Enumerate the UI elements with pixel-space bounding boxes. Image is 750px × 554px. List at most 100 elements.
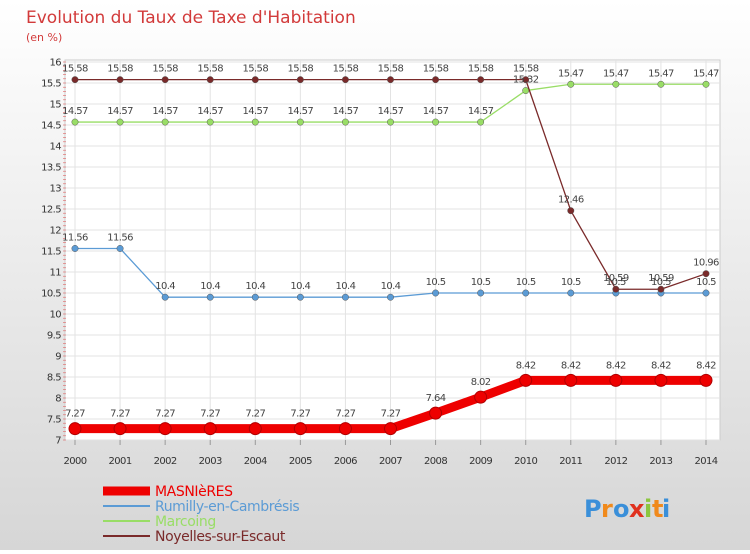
data-point xyxy=(699,373,713,387)
data-label: 7.27 xyxy=(110,409,130,420)
data-label: 7.27 xyxy=(245,409,265,420)
data-label: 14.57 xyxy=(197,106,223,117)
data-label: 14.57 xyxy=(62,106,88,117)
y-tick-label: 9.5 xyxy=(47,331,61,342)
logo-letter: P xyxy=(584,495,602,523)
data-point xyxy=(612,285,620,293)
data-point xyxy=(341,76,349,84)
logo-letter: i xyxy=(662,495,670,523)
data-point xyxy=(161,76,169,84)
y-tick-label: 11.5 xyxy=(41,247,61,258)
data-label: 15.58 xyxy=(333,64,359,75)
y-tick-label: 8.5 xyxy=(47,373,61,384)
data-label: 15.58 xyxy=(468,64,494,75)
x-tick-label: 2011 xyxy=(559,456,582,467)
x-tick-label: 2008 xyxy=(424,456,447,467)
x-tick-label: 2007 xyxy=(379,456,402,467)
data-label: 14.57 xyxy=(152,106,178,117)
data-point xyxy=(474,390,488,404)
data-label: 15.47 xyxy=(603,68,629,79)
series-layer xyxy=(68,76,713,436)
data-label: 7.27 xyxy=(155,409,175,420)
data-point xyxy=(116,245,124,252)
data-label: 15.47 xyxy=(558,68,584,79)
data-point xyxy=(161,118,169,126)
logo-letter: t xyxy=(652,495,663,523)
data-point xyxy=(161,293,169,301)
data-point xyxy=(338,422,352,436)
data-label: 7.27 xyxy=(290,409,310,420)
data-label: 10.5 xyxy=(516,277,536,288)
x-tick-label: 2012 xyxy=(604,456,627,467)
data-label: 15.58 xyxy=(152,64,178,75)
y-tick-label: 16 xyxy=(49,58,61,69)
data-point xyxy=(206,118,214,126)
data-label: 10.5 xyxy=(606,277,626,288)
data-point xyxy=(567,289,575,297)
data-label: 14.57 xyxy=(468,106,494,117)
data-label: 14.57 xyxy=(378,106,404,117)
data-label: 11.56 xyxy=(62,232,88,243)
data-label: 7.64 xyxy=(426,393,446,404)
data-point xyxy=(296,293,304,301)
data-label: 8.02 xyxy=(471,377,491,388)
data-point xyxy=(387,118,394,126)
x-tick-label: 2004 xyxy=(244,456,267,467)
data-point xyxy=(657,285,665,293)
x-tick-label: 2009 xyxy=(469,456,492,467)
data-label: 10.5 xyxy=(471,277,491,288)
data-label: 15.58 xyxy=(107,64,133,75)
y-tick-label: 11 xyxy=(49,268,61,279)
data-label: 15.58 xyxy=(197,64,223,75)
data-label: 14.57 xyxy=(333,106,359,117)
data-label: 15.47 xyxy=(648,68,674,79)
chart-subtitle: (en %) xyxy=(26,31,62,44)
data-point xyxy=(251,118,259,126)
data-point xyxy=(477,289,485,297)
data-point xyxy=(71,245,79,252)
logo-letter: r xyxy=(601,495,613,523)
data-point xyxy=(113,422,127,436)
data-point xyxy=(116,76,124,84)
data-label: 10.4 xyxy=(200,281,220,292)
data-label: 14.57 xyxy=(242,106,268,117)
data-point xyxy=(564,373,578,387)
x-tick-label: 2002 xyxy=(154,456,177,467)
x-tick-label: 2003 xyxy=(199,456,222,467)
data-label: 10.5 xyxy=(426,277,446,288)
data-label: 10.4 xyxy=(290,281,310,292)
y-tick-label: 15 xyxy=(49,100,61,111)
data-point xyxy=(296,76,304,84)
data-label: 14.57 xyxy=(288,106,314,117)
data-label: 7.27 xyxy=(200,409,220,420)
data-label: 10.59 xyxy=(648,273,674,284)
data-label: 7.27 xyxy=(335,409,355,420)
data-point xyxy=(432,118,440,126)
series-noyelles-sur-escaut xyxy=(71,76,710,293)
data-label: 15.32 xyxy=(513,75,539,86)
data-label: 10.5 xyxy=(651,277,671,288)
data-point xyxy=(248,422,262,436)
y-tick-label: 12 xyxy=(49,226,61,237)
data-point xyxy=(657,80,665,88)
data-label: 11.56 xyxy=(107,232,133,243)
data-label: 10.4 xyxy=(381,281,401,292)
data-label: 15.47 xyxy=(693,68,719,79)
data-label: 14.57 xyxy=(423,106,449,117)
legend: MASNIèRESRumilly-en-CambrésisMarcoingNoy… xyxy=(103,484,300,545)
data-point xyxy=(71,118,79,126)
data-point xyxy=(68,422,82,436)
data-point xyxy=(702,270,710,278)
data-label: 10.5 xyxy=(696,277,716,288)
y-tick-label: 7 xyxy=(55,436,61,447)
data-point xyxy=(206,293,214,301)
data-point xyxy=(567,80,575,88)
data-point xyxy=(293,422,307,436)
data-label: 15.58 xyxy=(378,64,404,75)
data-point xyxy=(387,293,394,301)
data-label: 10.4 xyxy=(335,281,355,292)
data-point xyxy=(609,373,623,387)
data-label: 15.58 xyxy=(288,64,314,75)
x-tick-label: 2001 xyxy=(109,456,132,467)
